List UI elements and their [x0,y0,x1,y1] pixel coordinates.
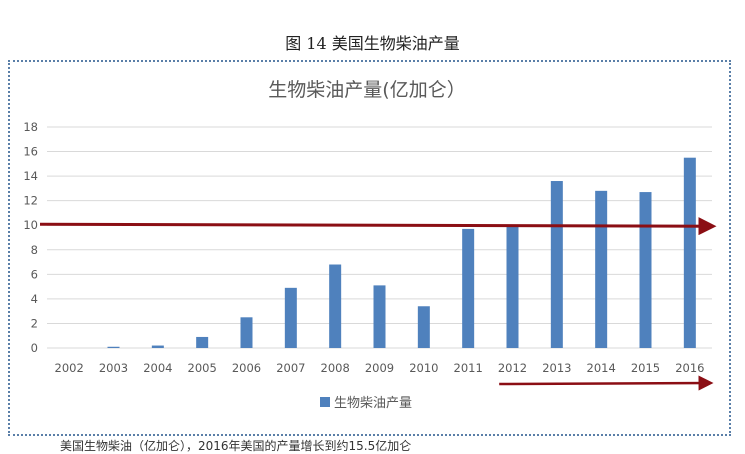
y-tick-label: 0 [31,341,38,355]
trend-arrow [39,217,717,236]
bar [595,190,608,348]
x-tick-label: 2004 [143,361,172,375]
bar-chart: 生物柴油产量(亿加仑） 0 2 4 6 8 10 12 14 16 18 2002 2003 2004… [23,79,717,411]
x-tick-label: 2015 [631,361,660,375]
bottom-text: 美国生物柴油（亿加仑），2016年美国的产量增长到约15.5亿加仑 [60,439,412,453]
chart-title: 生物柴油产量(亿加仑） [268,79,465,101]
x-tick-label: 2011 [454,361,483,375]
bar [683,157,696,348]
y-tick-label: 16 [23,145,38,159]
y-tick-label: 18 [23,120,38,134]
x-tick-label: 2016 [675,361,704,375]
y-tick-label: 10 [23,218,38,232]
chart-frame [8,60,731,436]
y-tick-label: 6 [31,267,38,281]
y-tick-label: 2 [31,316,38,330]
bar [550,181,563,348]
x-axis-ticks: 2002 2003 2004 2005 2006 2007 2008 2009 2010 2011… [55,361,705,375]
bar [107,346,120,348]
y-tick-label: 14 [23,169,38,183]
bar [417,306,430,348]
bar [639,192,652,348]
bar [462,228,475,348]
x-tick-label: 2006 [232,361,261,375]
legend: 生物柴油产量 [320,396,412,411]
x-tick-label: 2009 [365,361,394,375]
y-axis-ticks: 0 2 4 6 8 10 12 14 16 18 [23,120,38,355]
bar [284,287,297,348]
y-tick-label: 8 [31,243,38,257]
bars [107,157,696,348]
bar [329,264,342,348]
y-tick-label: 4 [31,292,38,306]
annotation-arrows [39,217,717,391]
bar [196,336,209,348]
figure-caption: 图 14 美国生物柴油产量 [285,34,460,53]
x-tick-label: 2012 [498,361,527,375]
x-tick-label: 2014 [587,361,616,375]
bar [373,285,386,348]
legend-swatch [320,397,330,407]
period-arrow [499,375,714,391]
x-tick-label: 2013 [542,361,571,375]
bar [240,317,253,348]
x-tick-label: 2003 [99,361,128,375]
legend-label: 生物柴油产量 [334,396,412,411]
x-tick-label: 2007 [276,361,305,375]
x-tick-label: 2005 [188,361,217,375]
bar [151,345,164,348]
x-tick-label: 2002 [55,361,84,375]
y-tick-label: 12 [23,194,38,208]
x-tick-label: 2008 [321,361,350,375]
bar [506,226,519,348]
x-tick-label: 2010 [409,361,438,375]
